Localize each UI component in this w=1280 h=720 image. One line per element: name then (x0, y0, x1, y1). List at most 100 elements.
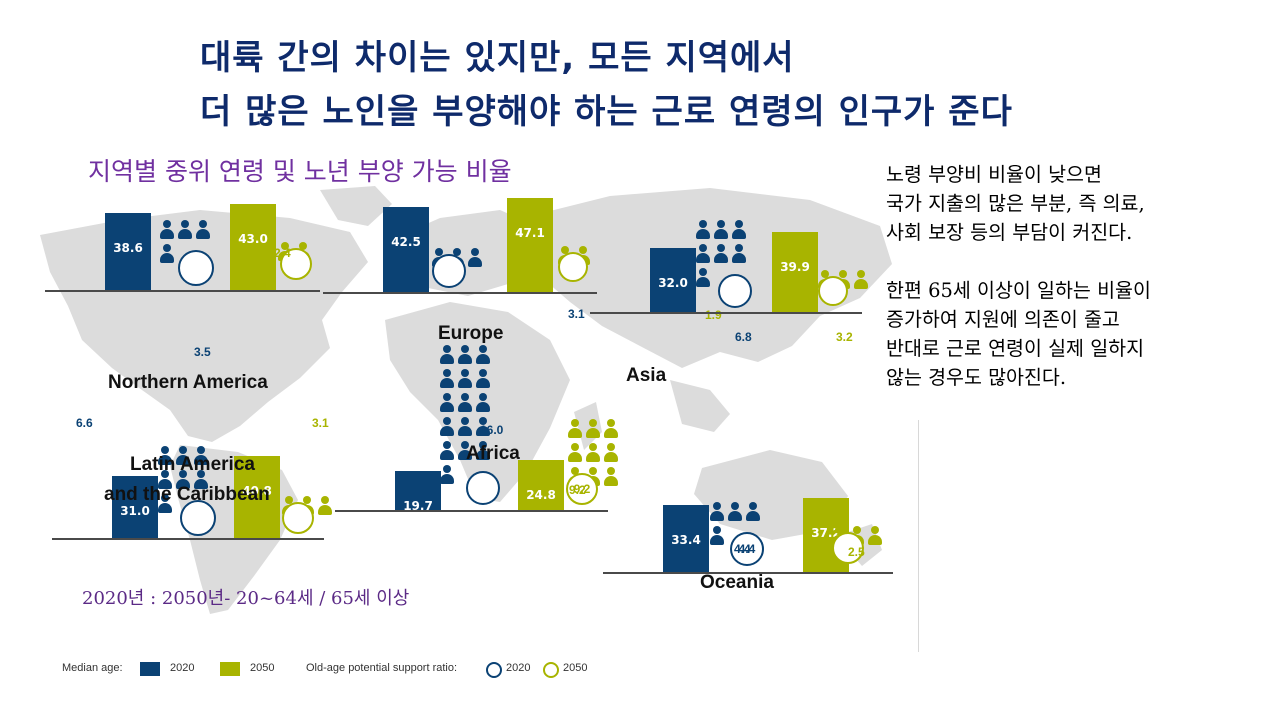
legend-swatch-2020 (140, 662, 160, 676)
latin-america-and-the-caribbean-ring-2050 (282, 502, 314, 534)
person-icon (440, 465, 454, 485)
person-icon (468, 248, 482, 268)
person-icon (604, 419, 618, 439)
person-icon (696, 220, 710, 240)
person-icon (194, 446, 208, 466)
asia-people-2020 (696, 220, 746, 288)
oceania-ratio-2020-label: 4.4 (734, 542, 751, 556)
latin-america-and-the-caribbean-ratio-2020-label: 6.6 (76, 416, 93, 430)
note-line-2: 국가 지출의 많은 부분, 즉 의료, (886, 192, 1145, 215)
person-icon (158, 470, 172, 490)
person-icon (714, 244, 728, 264)
person-icon (176, 446, 190, 466)
person-icon (160, 244, 174, 264)
legend-ring-2020-label: 2020 (506, 662, 531, 674)
europe-bar-2020: 42.5 (383, 207, 429, 292)
northern-america-people-2020 (160, 220, 210, 264)
africa-ratio-2050-label: 9.2 (569, 483, 586, 497)
northern-america-ring-2020 (178, 250, 214, 286)
person-icon (728, 502, 742, 522)
note-line-5: 한편 65세 이상이 일하는 비율이 (886, 279, 1151, 302)
person-icon (160, 220, 174, 240)
person-icon (710, 526, 724, 546)
person-icon (318, 496, 332, 516)
asia-ratio-2050-label: 3.2 (836, 330, 853, 344)
person-icon (458, 441, 472, 461)
chart-subtitle: 지역별 중위 연령 및 노년 부양 가능 비율 (88, 157, 512, 186)
latin-america-and-the-caribbean-ring-2020 (180, 500, 216, 536)
latin-america-and-the-caribbean-label: Latin America and the Caribbean (104, 454, 270, 505)
person-icon (196, 220, 210, 240)
person-icon (586, 419, 600, 439)
northern-america-ratio-2020-label: 3.5 (194, 345, 211, 359)
person-icon (568, 419, 582, 439)
latin-america-and-the-caribbean-people-2020 (158, 446, 208, 514)
northern-america-bar-2020: 38.6 (105, 212, 151, 290)
latin-america-and-the-caribbean-bar-2020: 31.0 (112, 476, 158, 538)
person-icon (604, 443, 618, 463)
note-line-3: 사회 보장 등의 부담이 커진다. (886, 221, 1133, 244)
asia-label: Asia (626, 365, 667, 386)
northern-america-baseline (45, 290, 320, 292)
person-icon (194, 470, 208, 490)
person-icon (440, 393, 454, 413)
africa-bar-2020: 19.7 (395, 470, 441, 513)
europe-ring-2020 (432, 254, 466, 288)
legend-median-age-label: Median age: (62, 662, 123, 674)
legend-ring-2020 (486, 662, 502, 678)
asia-bar-2050: 39.9 (772, 232, 818, 312)
africa-bar-2050: 24.8 (518, 460, 564, 510)
person-icon (476, 393, 490, 413)
person-icon (714, 220, 728, 240)
legend-swatch-2050 (220, 662, 240, 676)
northern-america-value-2050: 43.0 (238, 232, 268, 246)
europe-value-2050: 47.1 (515, 225, 545, 240)
note-line-8: 않는 경우도 많아진다. (886, 366, 1067, 389)
person-icon (178, 220, 192, 240)
person-icon (176, 470, 190, 490)
asia-bar-2020: 32.0 (650, 248, 696, 312)
title-line-1: 대륙 간의 차이는 있지만, 모든 지역에서 (200, 38, 795, 78)
person-icon (586, 443, 600, 463)
notes-text: 노령 부양비 비율이 낮으면 국가 지출의 많은 부분, 즉 의료, 사회 보장… (886, 160, 1271, 392)
europe-ring-2050 (558, 252, 588, 282)
person-icon (476, 441, 490, 461)
person-icon (568, 443, 582, 463)
person-icon (732, 244, 746, 264)
latin-america-and-the-caribbean-baseline (52, 538, 324, 540)
europe-ratio-2020-label: 3.1 (568, 307, 585, 321)
africa-people-2020 (440, 345, 490, 485)
asia-ring-2050 (818, 276, 848, 306)
oceania-label: Oceania (700, 572, 774, 593)
europe-baseline (323, 292, 597, 294)
europe-value-2020: 42.5 (391, 235, 421, 249)
legend-ring-2050-label: 2050 (563, 662, 588, 674)
europe-label: Europe (438, 323, 504, 344)
northern-america-ratio-2050-label: 2.4 (274, 246, 291, 260)
person-icon (732, 220, 746, 240)
asia-ratio-2020-label: 6.8 (735, 330, 752, 344)
oceania-ring-2050 (832, 532, 864, 564)
asia-value-2020: 32.0 (658, 276, 688, 290)
person-icon (458, 345, 472, 365)
northern-america-value-2020: 38.6 (113, 240, 143, 255)
person-icon (458, 369, 472, 389)
note-line-1: 노령 부양비 비율이 낮으면 (886, 163, 1102, 186)
caption-text: 2020년 : 2050년- 20~64세 / 65세 이상 (82, 588, 410, 609)
note-line-4 (886, 247, 1271, 276)
person-icon (868, 526, 882, 546)
asia-value-2050: 39.9 (780, 260, 810, 275)
person-icon (158, 494, 172, 514)
person-icon (604, 467, 618, 487)
legend-2050-label: 2050 (250, 662, 275, 674)
divider-line (918, 420, 919, 652)
africa-ring-2050: 9.2 (566, 473, 598, 505)
oceania-ratio-2050-label: 2.5 (848, 545, 865, 559)
africa-value-2050: 24.8 (526, 488, 556, 503)
africa-baseline (335, 510, 608, 512)
oceania-value-2020: 33.4 (671, 533, 701, 548)
northern-america-ring-2050 (280, 248, 312, 280)
northern-america-bar-2050: 43.0 (230, 204, 276, 290)
africa-ratio-2020-label: 16.0 (480, 423, 504, 437)
note-line-6: 증가하여 지원에 의존이 줄고 (886, 308, 1120, 331)
